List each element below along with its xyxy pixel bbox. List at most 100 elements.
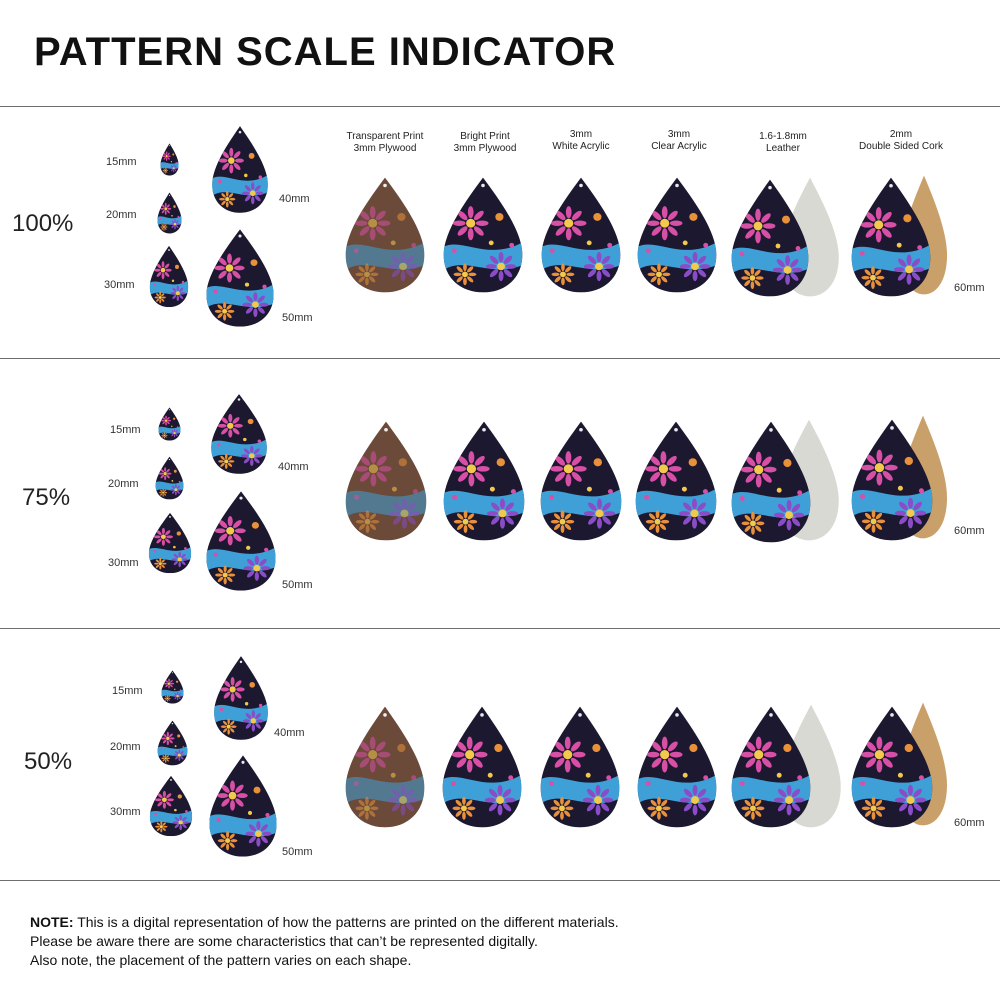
teardrop-graphic <box>206 491 276 591</box>
size-label: 15mm <box>110 424 141 436</box>
size-label: 30mm <box>110 806 141 818</box>
teardrop-leather <box>730 178 810 298</box>
teardrop-graphic <box>345 177 425 293</box>
material-label: 1.6-1.8mm Leather <box>759 131 807 154</box>
teardrop-white-acrylic <box>540 176 622 294</box>
teardrop-white-acrylic <box>539 420 623 542</box>
size-label: 40mm <box>279 193 310 205</box>
teardrop-graphic <box>851 177 931 297</box>
note-line: This is a digital representation of how … <box>73 914 619 930</box>
teardrop-clear-acrylic <box>636 705 718 829</box>
size-label: 15mm <box>106 156 137 168</box>
teardrop-graphic <box>157 192 182 234</box>
material-label: 3mm White Acrylic <box>552 129 610 152</box>
teardrop-graphic <box>161 670 184 704</box>
teardrop-graphic <box>541 177 621 293</box>
teardrop-20mm <box>155 456 184 500</box>
divider <box>0 106 1000 107</box>
disclaimer-note: NOTE: This is a digital representation o… <box>30 913 619 970</box>
teardrop-30mm <box>148 512 192 574</box>
teardrop-graphic <box>731 179 809 297</box>
note-line: Please be aware there are some character… <box>30 933 538 949</box>
teardrop-graphic <box>851 419 933 541</box>
teardrop-50mm <box>205 490 277 592</box>
teardrop-15mm <box>158 407 181 441</box>
teardrop-graphic <box>442 706 522 828</box>
teardrop-graphic <box>731 706 811 828</box>
size-label: 40mm <box>274 727 305 739</box>
teardrop-graphic <box>149 245 189 308</box>
teardrop-graphic <box>637 177 717 293</box>
teardrop-graphic <box>155 456 184 500</box>
size-label: 20mm <box>108 478 139 490</box>
size-label: 50mm <box>282 312 313 324</box>
teardrop-leather <box>730 420 812 544</box>
teardrop-graphic <box>345 421 427 541</box>
size-label: 60mm <box>954 525 985 537</box>
teardrop-graphic <box>731 421 811 543</box>
teardrop-40mm <box>213 655 269 741</box>
size-label: 20mm <box>110 741 141 753</box>
material-label: 2mm Double Sided Cork <box>859 129 943 152</box>
teardrop-20mm <box>157 720 188 766</box>
scale-label: 75% <box>22 484 71 511</box>
note-label: NOTE: <box>30 914 74 930</box>
divider <box>0 880 1000 881</box>
teardrop-graphic <box>158 407 181 441</box>
teardrop-15mm <box>161 670 184 704</box>
teardrop-cork <box>850 418 934 542</box>
teardrop-graphic <box>637 706 717 828</box>
teardrop-graphic <box>209 755 277 857</box>
teardrop-graphic <box>345 706 425 828</box>
teardrop-graphic <box>540 421 622 541</box>
teardrop-graphic <box>211 394 267 474</box>
size-label: 20mm <box>106 209 137 221</box>
note-line: Also note, the placement of the pattern … <box>30 952 412 968</box>
teardrop-graphic <box>206 229 274 327</box>
teardrop-cork <box>850 176 932 298</box>
size-label: 40mm <box>278 461 309 473</box>
teardrop-graphic <box>443 177 523 293</box>
teardrop-graphic <box>540 706 620 828</box>
scale-label: 50% <box>24 748 73 775</box>
material-label: Transparent Print 3mm Plywood <box>346 131 424 154</box>
teardrop-30mm <box>149 775 193 837</box>
teardrop-graphic <box>212 126 268 213</box>
teardrop-bright-plywood <box>442 420 526 542</box>
teardrop-graphic <box>148 512 192 574</box>
teardrop-50mm <box>208 754 278 858</box>
material-label: Bright Print 3mm Plywood <box>453 131 517 154</box>
material-label: 3mm Clear Acrylic <box>651 129 707 152</box>
size-label: 15mm <box>112 685 143 697</box>
teardrop-graphic <box>851 706 933 828</box>
teardrop-30mm <box>149 245 189 308</box>
teardrop-graphic <box>635 421 717 541</box>
teardrop-transparent-plywood <box>344 420 428 542</box>
teardrop-leather <box>730 705 812 829</box>
teardrop-bright-plywood <box>442 176 524 294</box>
teardrop-40mm <box>210 393 268 475</box>
teardrop-40mm <box>211 125 269 214</box>
page-title: PATTERN SCALE INDICATOR <box>34 30 617 74</box>
size-label: 50mm <box>282 846 313 858</box>
teardrop-transparent-plywood <box>344 176 426 294</box>
size-label: 30mm <box>104 279 135 291</box>
size-label: 60mm <box>954 817 985 829</box>
divider <box>0 628 1000 629</box>
teardrop-graphic <box>214 656 268 740</box>
teardrop-15mm <box>160 143 179 176</box>
scale-label: 100% <box>12 210 74 237</box>
size-label: 50mm <box>282 579 313 591</box>
teardrop-graphic <box>157 720 188 766</box>
size-label: 30mm <box>108 557 139 569</box>
teardrop-graphic <box>149 775 193 837</box>
teardrop-clear-acrylic <box>636 176 718 294</box>
teardrop-50mm <box>205 228 275 328</box>
teardrop-bright-plywood <box>441 705 523 829</box>
divider <box>0 358 1000 359</box>
teardrop-graphic <box>160 143 179 176</box>
size-label: 60mm <box>954 282 985 294</box>
teardrop-20mm <box>157 192 182 234</box>
teardrop-transparent-plywood <box>344 705 426 829</box>
teardrop-cork <box>850 705 934 829</box>
